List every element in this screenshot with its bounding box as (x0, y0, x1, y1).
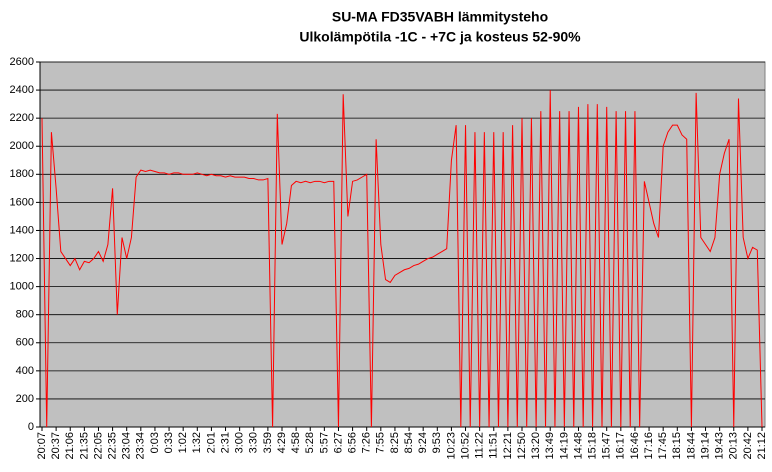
x-tick-label: 15:47 (601, 432, 613, 460)
x-tick-label: 11:51 (488, 432, 500, 459)
x-tick-label: 14:48 (572, 432, 584, 460)
x-tick-label: 3:59 (262, 432, 274, 453)
x-tick-label: 7:55 (375, 432, 387, 453)
y-tick-label: 200 (16, 393, 34, 405)
x-tick-label: 5:57 (318, 432, 330, 453)
x-tick-label: 17:16 (643, 432, 655, 460)
y-tick-label: 2400 (10, 84, 34, 96)
x-tick-label: 17:45 (657, 432, 669, 460)
chart-title: SU-MA FD35VABH lämmitysteho (332, 9, 548, 25)
y-tick-label: 2200 (10, 112, 34, 124)
x-tick-label: 21:06 (64, 432, 76, 460)
x-tick-label: 10:23 (445, 432, 457, 460)
x-tick-label: 6:27 (332, 432, 344, 453)
x-tick-label: 2:01 (205, 432, 217, 453)
x-tick-label: 23:34 (135, 432, 147, 460)
x-tick-label: 21:35 (78, 432, 90, 460)
x-tick-label: 13:49 (544, 432, 556, 460)
x-tick-label: 6:56 (346, 432, 358, 453)
x-tick-label: 16:17 (615, 432, 627, 460)
x-tick-label: 18:44 (685, 432, 697, 460)
x-tick-label: 1:02 (177, 432, 189, 453)
x-tick-label: 2:31 (219, 432, 231, 453)
line-series (41, 90, 763, 428)
x-tick-label: 20:37 (50, 432, 62, 460)
x-tick-label: 23:04 (121, 432, 133, 460)
y-tick-label: 1800 (10, 168, 34, 180)
x-tick-label: 4:29 (276, 432, 288, 453)
x-tick-label: 20:13 (728, 432, 740, 460)
x-tick-label: 21:12 (756, 432, 768, 460)
y-tick-label: 1000 (10, 281, 34, 293)
y-tick-label: 2000 (10, 140, 34, 152)
y-tick-label: 0 (28, 421, 34, 433)
x-tick-label: 5:28 (304, 432, 316, 453)
x-tick-label: 19:14 (699, 432, 711, 460)
chart-subtitle: Ulkolämpötila -1C - +7C ja kosteus 52-90… (299, 29, 581, 45)
x-tick-label: 22:05 (92, 432, 104, 460)
x-tick-label: 0:03 (149, 432, 161, 453)
y-tick-label: 400 (16, 365, 34, 377)
x-tick-label: 0:33 (163, 432, 175, 453)
x-tick-label: 12:21 (502, 432, 514, 460)
x-tick-label: 20:07 (36, 432, 48, 460)
x-tick-label: 19:43 (714, 432, 726, 460)
x-tick-label: 9:53 (431, 432, 443, 453)
x-tick-label: 4:58 (290, 432, 302, 453)
x-tick-label: 7:26 (361, 432, 373, 453)
x-tick-label: 8:25 (389, 432, 401, 453)
x-tick-label: 8:54 (403, 432, 415, 453)
y-tick-label: 1600 (10, 196, 34, 208)
x-tick-label: 3:30 (248, 432, 260, 453)
x-tick-label: 13:20 (530, 432, 542, 460)
x-tick-label: 3:00 (234, 432, 246, 453)
y-tick-label: 800 (16, 309, 34, 321)
x-tick-label: 11:22 (474, 432, 486, 459)
x-tick-label: 10:52 (459, 432, 471, 460)
x-tick-label: 15:18 (586, 432, 598, 460)
plot-area (39, 61, 766, 428)
y-tick-label: 1400 (10, 224, 34, 236)
y-tick-label: 600 (16, 337, 34, 349)
x-tick-label: 20:42 (742, 432, 754, 460)
x-tick-label: 18:15 (671, 432, 683, 460)
x-tick-label: 1:32 (191, 432, 203, 453)
x-tick-label: 14:19 (558, 432, 570, 460)
y-tick-label: 1200 (10, 252, 34, 264)
y-tick-label: 2600 (10, 56, 34, 68)
x-tick-label: 12:50 (516, 432, 528, 460)
x-tick-label: 9:24 (417, 432, 429, 453)
x-tick-label: 16:46 (629, 432, 641, 460)
x-tick-label: 22:35 (106, 432, 118, 460)
